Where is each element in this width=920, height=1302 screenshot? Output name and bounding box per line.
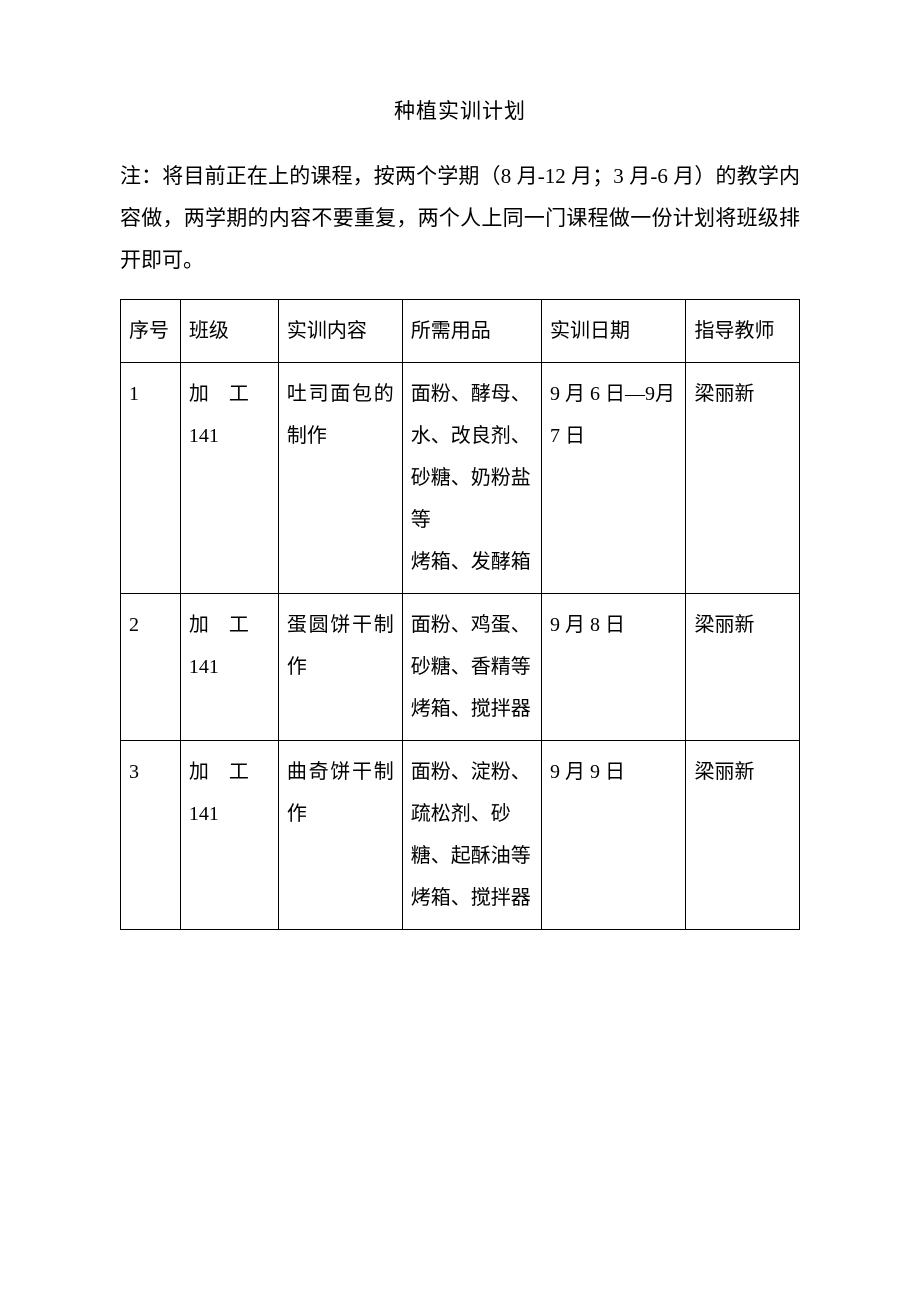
- cell-class: 加 工 141: [180, 594, 278, 741]
- table-row: 3 加 工 141 曲奇饼干制作 面粉、淀粉、疏松剂、砂糖、起酥油等烤箱、搅拌器…: [121, 741, 800, 930]
- table-row: 2 加 工 141 蛋圆饼干制作 面粉、鸡蛋、砂糖、香精等烤箱、搅拌器 9 月 …: [121, 594, 800, 741]
- cell-date: 9 月 8 日: [542, 594, 686, 741]
- header-date: 实训日期: [542, 300, 686, 363]
- cell-date: 9 月 9 日: [542, 741, 686, 930]
- cell-supply: 面粉、淀粉、疏松剂、砂糖、起酥油等烤箱、搅拌器: [402, 741, 541, 930]
- class-line2: 141: [189, 803, 219, 825]
- cell-class: 加 工 141: [180, 363, 278, 594]
- cell-class: 加 工 141: [180, 741, 278, 930]
- cell-teacher: 梁丽新: [686, 741, 800, 930]
- document-title: 种植实训计划: [120, 95, 800, 125]
- cell-date: 9 月 6 日—9月 7 日: [542, 363, 686, 594]
- cell-seq: 1: [121, 363, 181, 594]
- class-line1: 加 工: [189, 614, 249, 636]
- table-body: 1 加 工 141 吐司面包的制作 面粉、酵母、水、改良剂、砂糖、奶粉盐等烤箱、…: [121, 363, 800, 930]
- cell-seq: 2: [121, 594, 181, 741]
- cell-content: 曲奇饼干制作: [278, 741, 402, 930]
- cell-supply: 面粉、酵母、水、改良剂、砂糖、奶粉盐等烤箱、发酵箱: [402, 363, 541, 594]
- cell-content: 吐司面包的制作: [278, 363, 402, 594]
- cell-supply: 面粉、鸡蛋、砂糖、香精等烤箱、搅拌器: [402, 594, 541, 741]
- class-line2: 141: [189, 425, 219, 447]
- header-content: 实训内容: [278, 300, 402, 363]
- header-teacher: 指导教师: [686, 300, 800, 363]
- cell-seq: 3: [121, 741, 181, 930]
- class-line2: 141: [189, 656, 219, 678]
- table-header-row: 序号 班级 实训内容 所需用品 实训日期 指导教师: [121, 300, 800, 363]
- header-class: 班级: [180, 300, 278, 363]
- header-supply: 所需用品: [402, 300, 541, 363]
- class-line1: 加 工: [189, 383, 249, 405]
- cell-teacher: 梁丽新: [686, 363, 800, 594]
- cell-teacher: 梁丽新: [686, 594, 800, 741]
- document-note: 注：将目前正在上的课程，按两个学期（8 月-12 月；3 月-6 月）的教学内容…: [120, 155, 800, 281]
- class-line1: 加 工: [189, 761, 249, 783]
- table-row: 1 加 工 141 吐司面包的制作 面粉、酵母、水、改良剂、砂糖、奶粉盐等烤箱、…: [121, 363, 800, 594]
- cell-content: 蛋圆饼干制作: [278, 594, 402, 741]
- training-plan-table: 序号 班级 实训内容 所需用品 实训日期 指导教师 1 加 工 141 吐司面包…: [120, 299, 800, 930]
- header-seq: 序号: [121, 300, 181, 363]
